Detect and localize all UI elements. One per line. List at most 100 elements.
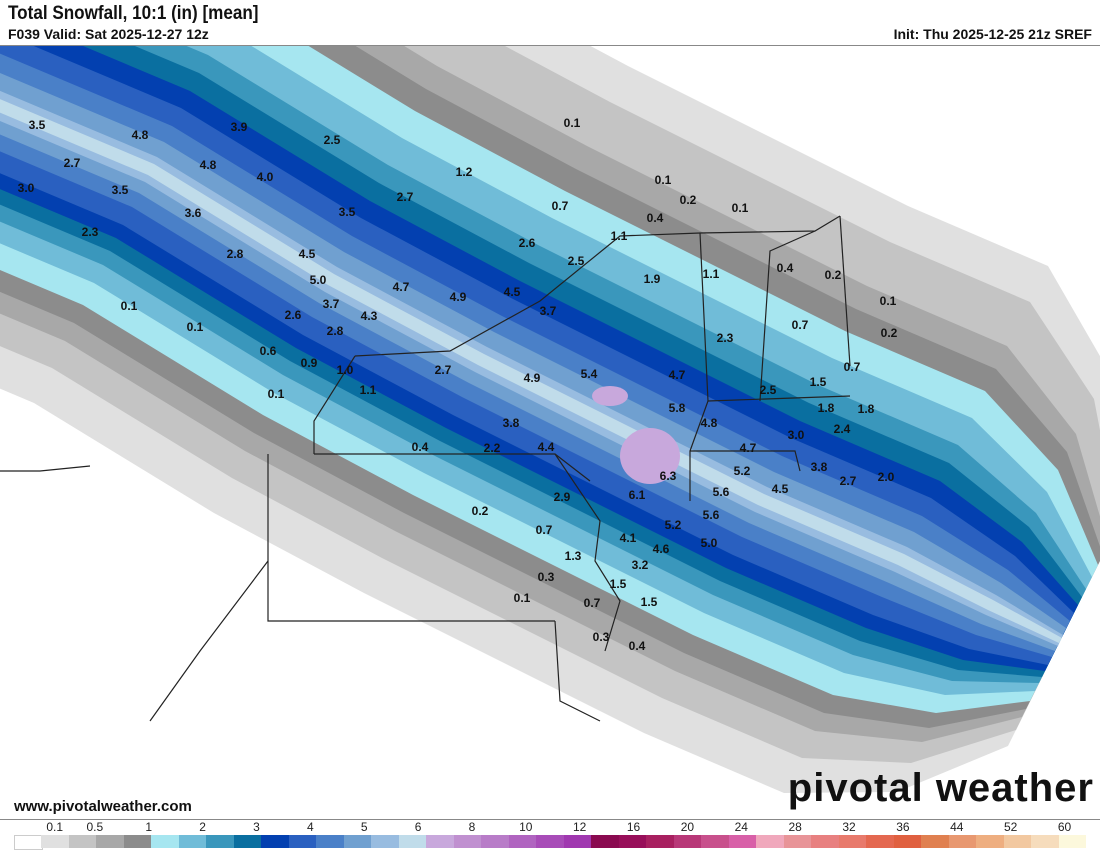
snowfall-value-label: 3.8 — [811, 460, 828, 474]
colorbar-label: 60 — [1057, 820, 1072, 834]
snowfall-value-label: 0.7 — [584, 596, 601, 610]
colorbar-swatch — [261, 835, 290, 848]
snowfall-value-label: 0.3 — [593, 630, 610, 644]
colorbar-swatch — [838, 835, 868, 848]
snowfall-value-label: 3.8 — [503, 416, 520, 430]
snowfall-value-label: 3.5 — [339, 205, 356, 219]
colorbar-label: 4 — [306, 820, 314, 834]
colorbar-swatch — [68, 835, 98, 848]
snowfall-max-area — [592, 386, 628, 406]
snowfall-value-label: 3.0 — [788, 428, 805, 442]
snowfall-value-label: 5.2 — [665, 518, 682, 532]
colorbar-swatch — [316, 835, 345, 848]
border-line — [839, 215, 851, 367]
snowfall-value-label: 4.8 — [701, 416, 718, 430]
colorbar-swatch — [701, 835, 730, 848]
colorbar-swatch — [481, 835, 510, 848]
snowfall-value-label: 2.6 — [519, 236, 536, 250]
colorbar-label: 5 — [360, 820, 368, 834]
snowfall-value-label: 2.0 — [878, 470, 895, 484]
snowfall-value-label: 3.6 — [185, 206, 202, 220]
colorbar-swatch — [921, 835, 950, 848]
snowfall-value-label: 2.3 — [82, 225, 99, 239]
snowfall-value-label: 0.2 — [680, 193, 697, 207]
snowfall-value-label: 2.7 — [435, 363, 452, 377]
snowfall-value-label: 1.8 — [858, 402, 875, 416]
colorbar-swatch — [398, 835, 428, 848]
colorbar-label: 28 — [788, 820, 802, 834]
snowfall-value-label: 0.1 — [514, 591, 531, 605]
snowfall-value-label: 4.0 — [257, 170, 274, 184]
snowfall-value-label: 2.2 — [484, 441, 501, 455]
colorbar-label: 44 — [950, 820, 964, 834]
snowfall-value-label: 2.8 — [327, 324, 344, 338]
border-line — [554, 620, 601, 722]
snowfall-value-label: 4.9 — [524, 371, 541, 385]
colorbar-label: 36 — [896, 820, 910, 834]
snowfall-value-label: 0.4 — [647, 211, 664, 225]
snowfall-value-label: 2.3 — [717, 331, 734, 345]
colorbar-swatch — [893, 835, 923, 848]
colorbar-label: 6 — [414, 820, 422, 834]
snowfall-value-label: 1.1 — [611, 229, 628, 243]
colorbar-swatch — [371, 835, 400, 848]
colorbar-swatch — [343, 835, 373, 848]
snowfall-value-label: 0.2 — [825, 268, 842, 282]
init-time: Init: Thu 2025-12-25 21z SREF — [893, 26, 1092, 42]
snowfall-value-label: 3.5 — [112, 183, 129, 197]
snowfall-value-label: 0.1 — [655, 173, 672, 187]
colorbar-swatch — [563, 835, 593, 848]
snowfall-value-label: 0.7 — [844, 360, 861, 374]
snowfall-value-label: 5.8 — [669, 401, 686, 415]
snowfall-value-label: 3.2 — [632, 558, 649, 572]
colorbar-swatch — [14, 835, 44, 850]
snowfall-value-label: 1.5 — [810, 375, 827, 389]
snowfall-value-label: 0.1 — [268, 387, 285, 401]
snowfall-value-label: 4.7 — [669, 368, 686, 382]
snowfall-value-label: 2.6 — [285, 308, 302, 322]
snowfall-value-label: 1.9 — [644, 272, 661, 286]
snowfall-value-label: 0.2 — [472, 504, 489, 518]
colorbar-swatch — [673, 835, 703, 848]
colorbar-label: 52 — [1003, 820, 1018, 834]
snowfall-value-label: 2.7 — [840, 474, 857, 488]
snowfall-value-label: 2.4 — [834, 422, 851, 436]
snowfall-value-label: 5.0 — [701, 536, 718, 550]
snowfall-max-area — [620, 428, 680, 484]
snowfall-value-label: 1.8 — [818, 401, 835, 415]
colorbar-label: 10 — [519, 820, 533, 834]
colorbar-swatch — [233, 835, 263, 848]
pivotal-weather-logo: pivotal weather — [787, 766, 1094, 810]
colorbar-label: 32 — [842, 820, 856, 834]
snowfall-value-label: 3.9 — [231, 120, 248, 134]
border-line — [759, 230, 816, 402]
colorbar-label: 24 — [734, 820, 748, 834]
border-line — [707, 395, 851, 402]
snowfall-value-label: 4.5 — [772, 482, 789, 496]
snowfall-value-label: 0.4 — [629, 639, 646, 653]
website-link[interactable]: www.pivotalweather.com — [14, 798, 192, 815]
snowfall-value-label: 2.9 — [554, 490, 571, 504]
snowfall-value-label: 6.3 — [660, 469, 677, 483]
snowfall-value-label: 0.2 — [881, 326, 898, 340]
colorbar-swatch — [646, 835, 675, 848]
colorbar-swatch — [536, 835, 565, 848]
snowfall-value-label: 2.7 — [64, 156, 81, 170]
colorbar-swatch — [288, 835, 318, 848]
snowfall-value-label: 3.5 — [29, 118, 46, 132]
snowfall-value-label: 4.3 — [361, 309, 378, 323]
colorbar-label: 16 — [626, 820, 641, 834]
snowfall-value-label: 2.5 — [568, 254, 585, 268]
snowfall-value-label: 2.5 — [324, 133, 341, 147]
snowfall-value-label: 0.9 — [301, 356, 318, 370]
colorbar: 0.1 0.5 1 2 3 4 5 6 8 10 12 16 20 24 28 32 36 44 52 60 — [14, 818, 1087, 850]
snowfall-contour-#c0dcea — [0, 99, 1062, 643]
snowfall-value-label: 4.7 — [393, 280, 410, 294]
valid-time: F039 Valid: Sat 2025-12-27 12z — [8, 26, 209, 42]
colorbar-label: 3 — [253, 820, 260, 834]
colorbar-label: 20 — [680, 820, 695, 834]
colorbar-swatch — [151, 835, 180, 848]
snowfall-value-label: 6.1 — [629, 488, 646, 502]
snowfall-value-label: 4.5 — [299, 247, 316, 261]
